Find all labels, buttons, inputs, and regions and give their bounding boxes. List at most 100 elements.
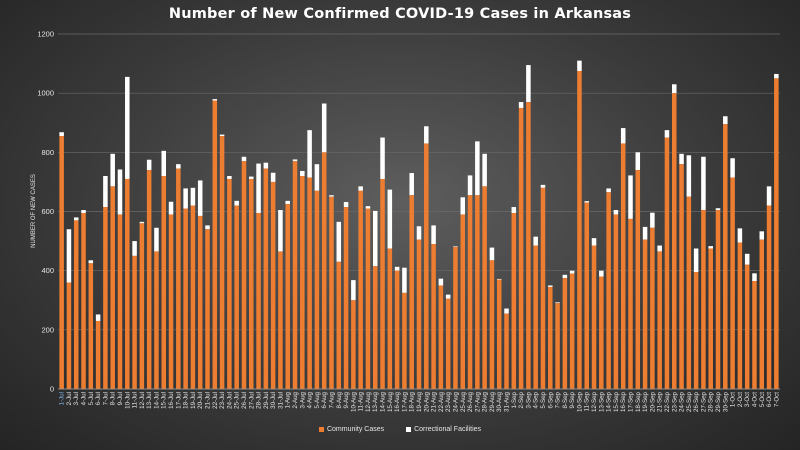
bar-correctional: [307, 130, 312, 178]
bar-correctional: [81, 210, 86, 213]
x-tick-label: 27-Jul: [248, 392, 255, 409]
bar-community: [650, 227, 655, 389]
x-tick-label: 26-Aug: [467, 391, 474, 412]
x-tick-label: 19-Sep: [642, 391, 649, 412]
bar-community: [387, 248, 393, 389]
y-tick-label: 800: [41, 148, 54, 157]
bar-correctional: [139, 221, 145, 224]
bar-community: [628, 218, 633, 389]
x-tick-label: 18-Aug: [409, 391, 416, 412]
bar-correctional: [256, 163, 261, 213]
bar-correctional: [657, 245, 662, 252]
bar-community: [591, 245, 597, 389]
legend-item-community: Community Cases: [318, 426, 384, 433]
x-tick-label: 12-Jul: [139, 392, 146, 409]
bar-correctional: [759, 231, 765, 240]
bar-community: [205, 229, 210, 389]
x-tick-label: 7-Oct: [773, 392, 780, 407]
bar-correctional: [234, 200, 239, 206]
bar-correctional: [744, 253, 750, 265]
bar-correctional: [387, 189, 393, 249]
x-tick-label: 10-Jul: [124, 392, 131, 409]
bar-community: [759, 239, 765, 389]
x-tick-label: 13-Aug: [372, 391, 379, 412]
bar-community: [154, 251, 159, 389]
bar-correctional: [59, 132, 64, 137]
bar-correctional: [701, 156, 706, 211]
bar-community: [168, 214, 174, 389]
bar-correctional: [671, 84, 677, 94]
bar-community: [409, 195, 414, 389]
x-tick-label: 5-Aug: [314, 391, 321, 408]
bar-correctional: [73, 217, 79, 221]
legend-swatch-community: [318, 427, 324, 432]
x-tick-label: 24-Sep: [679, 391, 686, 412]
bar-correctional: [212, 99, 218, 101]
x-tick-label: 7-Aug: [328, 391, 335, 408]
bar-community: [577, 70, 582, 390]
bar-correctional: [518, 102, 524, 108]
bar-community: [351, 300, 356, 389]
bar-community: [329, 196, 334, 389]
x-tick-label: 30-Jul: [270, 392, 277, 409]
bar-community: [460, 214, 466, 389]
y-tick-label: 1000: [37, 89, 54, 98]
bar-community: [424, 143, 429, 389]
bar-community: [343, 207, 349, 389]
bar-correctional: [774, 73, 779, 79]
x-tick-label: 29-Jul: [263, 392, 270, 409]
bar-correctional: [482, 153, 487, 187]
x-tick-label: 5-Sep: [540, 391, 547, 408]
bar-correctional: [642, 226, 648, 240]
bar-correctional: [693, 248, 699, 273]
bar-correctional: [496, 278, 502, 280]
bar-community: [110, 186, 115, 389]
bar-community: [533, 245, 538, 389]
bar-correctional: [132, 241, 137, 256]
bar-correctional: [569, 270, 575, 274]
bar-community: [730, 177, 735, 389]
bar-community: [467, 195, 473, 389]
bar-correctional: [343, 202, 349, 208]
bar-correctional: [219, 134, 225, 137]
x-tick-label: 20-Aug: [423, 391, 430, 412]
bar-community: [285, 204, 290, 389]
bar-correctional: [95, 314, 101, 321]
bar-correctional: [548, 285, 553, 287]
bar-community: [183, 208, 188, 389]
x-tick-label: 3-Jul: [73, 392, 80, 405]
bar-correctional: [154, 227, 159, 252]
bar-correctional: [197, 180, 203, 216]
bar-community: [723, 124, 728, 390]
x-tick-label: 25-Jul: [234, 392, 241, 409]
bar-community: [562, 278, 568, 389]
x-tick-label: 20-Jul: [197, 392, 204, 409]
bar-community: [212, 100, 218, 389]
bar-community: [708, 248, 713, 389]
x-tick-label: 22-Jul: [212, 392, 219, 409]
bar-correctional: [88, 260, 94, 264]
bar-community: [358, 190, 363, 389]
bar-community: [657, 251, 662, 389]
bar-community: [256, 212, 261, 389]
x-tick-label: 27-Aug: [474, 391, 481, 412]
bar-correctional: [183, 188, 188, 209]
x-tick-label: 1-Sep: [511, 391, 518, 408]
x-tick-label: 7-Sep: [555, 391, 562, 408]
bar-community: [234, 205, 239, 389]
bar-correctional: [606, 188, 611, 193]
bar-community: [263, 168, 269, 389]
bar-correctional: [365, 206, 371, 209]
x-tick-label: 11-Sep: [584, 391, 591, 411]
x-tick-label: 12-Aug: [365, 391, 372, 412]
x-tick-label: 21-Sep: [657, 391, 664, 412]
x-tick-label: 7-Jul: [102, 392, 109, 405]
bar-community: [496, 279, 502, 389]
bar-community: [95, 320, 101, 389]
x-tick-label: 15-Jul: [161, 392, 168, 409]
bar-correctional: [358, 186, 363, 191]
x-tick-label: 16-Jul: [168, 392, 175, 409]
bar-correctional: [416, 226, 422, 240]
bar-correctional: [336, 221, 342, 262]
